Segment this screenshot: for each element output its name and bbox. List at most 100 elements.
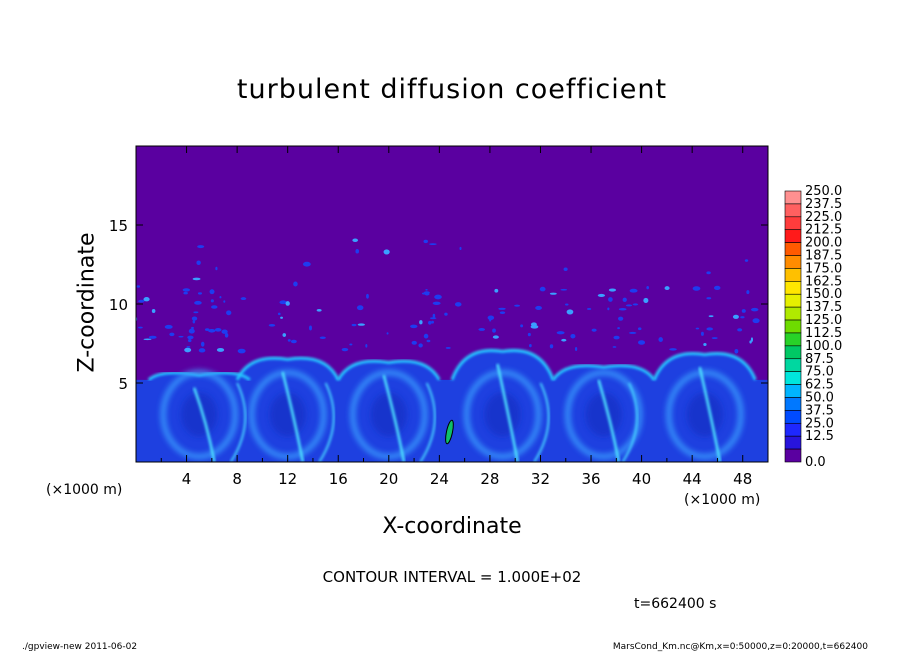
turbulent-patch — [499, 311, 506, 315]
turbulent-patch — [188, 328, 195, 334]
turbulent-patch — [492, 328, 496, 333]
footer-left: ./gpview-new 2011-06-02 — [22, 642, 138, 652]
turbulent-patch — [366, 293, 369, 299]
turbulent-patch — [612, 346, 617, 348]
turbulent-patch — [214, 327, 222, 332]
plot-area — [135, 145, 769, 463]
turbulent-patch — [478, 328, 486, 331]
colorbar-label: 250.0 — [805, 184, 842, 199]
colorbar-label: 62.5 — [805, 378, 834, 393]
x-tick-label: 20 — [379, 470, 398, 488]
turbulent-patch — [574, 346, 578, 351]
colorbar-segment — [784, 242, 802, 256]
colorbar: 250.0237.5225.0212.5200.0187.5175.0162.5… — [784, 184, 842, 470]
x-tick-label: 44 — [683, 470, 702, 488]
y-tick-label: 5 — [118, 375, 128, 393]
turbulent-patch — [708, 315, 714, 318]
turbulent-patch — [216, 347, 225, 352]
colorbar-segment — [784, 397, 802, 411]
colorbar-label: 125.0 — [805, 313, 842, 328]
colorbar-label: 0.0 — [805, 455, 826, 470]
turbulent-patch — [425, 288, 428, 291]
colorbar-segment — [784, 293, 802, 308]
plume-filament — [496, 363, 519, 462]
turbulent-patch — [556, 331, 565, 335]
turbulent-patch — [356, 305, 364, 311]
turbulent-patch — [383, 249, 390, 255]
turbulent-patch — [164, 324, 173, 329]
plume-filament — [597, 379, 621, 462]
turbulent-patch — [740, 316, 745, 319]
turbulent-patch — [221, 329, 228, 334]
turbulent-patch — [226, 310, 232, 316]
colorbar-segment — [784, 345, 802, 360]
turbulent-patch — [280, 316, 283, 319]
turbulent-patch — [192, 319, 196, 324]
turbulent-patch — [706, 327, 713, 331]
colorbar-segment — [784, 410, 802, 424]
y-axis-label: Z-coordinate — [74, 232, 100, 373]
turbulent-patch — [209, 289, 215, 295]
colorbar-label: 175.0 — [805, 261, 842, 276]
plume-core — [585, 392, 622, 437]
turbulent-patch — [530, 322, 537, 327]
turbulent-patch — [197, 292, 203, 295]
colorbar-segment — [784, 358, 802, 372]
turbulent-patch — [646, 285, 649, 290]
turbulent-patch — [514, 304, 521, 307]
colorbar-label: 237.5 — [805, 197, 842, 212]
colorbar-label: 25.0 — [805, 416, 834, 431]
colorbar-label: 50.0 — [805, 390, 834, 405]
turbulent-patch — [411, 340, 417, 345]
colorbar-label: 12.5 — [805, 429, 834, 444]
turbulent-patch — [138, 326, 143, 329]
turbulent-patch — [429, 243, 437, 245]
colorbar-label: 87.5 — [805, 352, 834, 367]
turbulent-patch — [597, 293, 606, 298]
turbulent-patch — [529, 344, 532, 348]
turbulent-patch — [706, 271, 711, 275]
plume-vortex — [464, 370, 542, 460]
plume-vortex — [565, 370, 643, 460]
turbulent-patch — [223, 300, 226, 303]
turbulent-patch — [432, 313, 436, 318]
time-label: t=662400 s — [634, 596, 717, 612]
y-axis: 5 10 15 — [109, 217, 768, 393]
colorbar-segment — [784, 306, 802, 321]
turbulent-patch — [187, 335, 194, 340]
turbulent-patch — [535, 305, 542, 311]
turbulent-patch — [643, 297, 649, 304]
plume-edge — [235, 356, 340, 381]
downdraft-streak — [533, 382, 550, 462]
y-tick-label: 15 — [109, 217, 128, 235]
colorbar-label: 112.5 — [805, 326, 842, 341]
turbulent-patch — [608, 288, 617, 292]
turbulent-patch — [706, 297, 712, 300]
plume-filament — [192, 387, 216, 462]
turbulent-patch — [197, 245, 205, 249]
turbulent-patch — [732, 314, 739, 319]
turbulent-patch — [669, 348, 677, 351]
downdraft-streak — [419, 382, 436, 462]
plume-core — [686, 392, 723, 437]
turbulent-patch — [219, 296, 222, 299]
turbulent-patch — [210, 299, 214, 303]
turbulent-patch — [591, 328, 597, 332]
colorbar-label: 225.0 — [805, 210, 842, 225]
turbulent-patch — [341, 347, 349, 352]
turbulent-patch — [618, 308, 627, 311]
x-axis-label: X-coordinate — [382, 514, 522, 539]
plume-edge — [450, 349, 555, 381]
colorbar-segment — [784, 216, 802, 231]
plume-filament — [382, 374, 406, 462]
turbulent-patch — [200, 341, 205, 347]
turbulent-patch — [570, 333, 576, 339]
turbulent-patch — [423, 333, 429, 339]
turbulent-patch — [428, 320, 432, 325]
turbulent-patch — [169, 332, 175, 337]
turbulent-patch — [734, 348, 739, 354]
plume-core — [484, 392, 521, 437]
turbulent-patch — [423, 239, 428, 244]
turbulent-patch — [752, 318, 760, 324]
